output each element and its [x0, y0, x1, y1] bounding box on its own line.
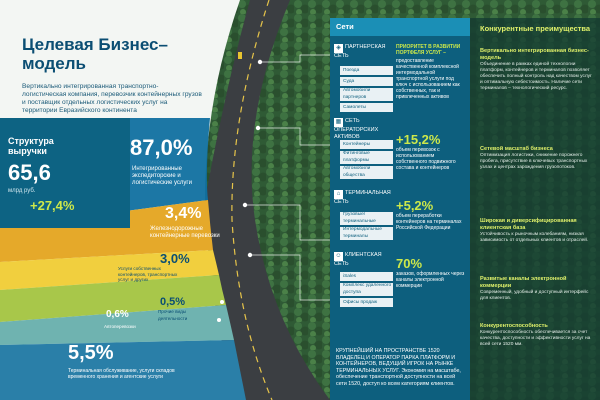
terminal-growth: +5,2%	[396, 198, 434, 213]
networks-column: Сети ◈ ПАРТНЕРСКАЯ СЕТЬ Поезда Суда Автом…	[330, 18, 470, 400]
advantage-item: Вертикально интегрированная бизнес-модел…	[480, 48, 592, 92]
revenue-value: 65,6	[8, 160, 51, 185]
partner-network-tag: ◈ ПАРТНЕРСКАЯ СЕТЬ	[334, 44, 386, 59]
revenue-structure-panel: Структура выручки 65,6 млрд руб. +27,4%	[0, 118, 130, 228]
advantage-title: Вертикально интегрированная бизнес-модел…	[480, 48, 589, 61]
terminal-growth-caption: объем переработки контейнеров на термина…	[396, 213, 462, 231]
partner-priority-text: предоставление качественной комплексной …	[396, 58, 460, 100]
network-item: Самолеты	[340, 103, 393, 112]
network-item: Суда	[340, 77, 393, 86]
advantage-title: Конкурентоспособность	[480, 323, 548, 329]
segment-pct: 87,0%	[130, 135, 193, 160]
advantage-text: Оптимизация логистики, снижение порожнег…	[480, 153, 588, 170]
segment-pct: 3,0%	[160, 251, 190, 266]
segment-caption: Автоперевозки	[104, 324, 136, 329]
terminal-icon: ⌂	[334, 190, 343, 199]
revenue-heading: Структура выручки	[8, 136, 54, 156]
segment-caption: Железнодорожные контейнерные перевозки	[150, 226, 220, 239]
client-share: 70%	[396, 256, 423, 271]
segment-pct: 0,6%	[106, 309, 129, 320]
page-subtitle: Вертикально интегрированная транспортно-…	[22, 83, 202, 114]
advantage-title: Сетевой масштаб бизнеса	[480, 146, 553, 152]
advantages-header: Конкурентные преимущества	[480, 24, 591, 33]
partner-priority-title: ПРИОРИТЕТ В РАЗВИТИИ ПОРТФЕЛЯ УСЛУГ –	[396, 44, 461, 56]
advantages-column: Конкурентные преимущества Вертикально ин…	[470, 18, 600, 400]
advantage-item: Сетевой масштаб бизнеса Оптимизация логи…	[480, 146, 592, 171]
network-item: Комплекс удаленного доступа	[340, 283, 393, 296]
segment-caption: Прочие виды деятельности	[158, 309, 188, 321]
segment-pct: 3,4%	[165, 205, 202, 222]
operator-network-tag: ▦ СЕТЬ ОПЕРАТОРСКИХ АКТИВОВ	[334, 118, 379, 140]
advantage-item: Развитые каналы электронной коммерции Со…	[480, 276, 592, 302]
user-icon: ☺	[334, 252, 343, 261]
advantage-item: Широкая и диверсифицированная клиентская…	[480, 218, 592, 244]
network-item: Грузовые/терминальные мощности	[340, 212, 393, 230]
network-item: Поезда	[340, 66, 393, 75]
network-item: Автомобили общества	[340, 166, 393, 179]
revenue-growth: +27,4%	[30, 198, 75, 213]
advantage-text: Конкурентоспособность обеспечивается за …	[480, 330, 591, 347]
advantage-text: Устойчивость к рыночным колебаниям, низк…	[480, 232, 589, 243]
page-title: Целевая Бизнес–модель	[22, 35, 168, 73]
client-share-caption: заказов, оформленных через каналы электр…	[396, 271, 465, 289]
network-item: Фитинговые платформы	[340, 151, 393, 164]
advantage-item: Конкурентоспособность Конкурентоспособно…	[480, 323, 592, 348]
network-item: Автомобили партнеров	[340, 88, 393, 101]
advantage-text: Объединение в рамках единой технологии п…	[480, 62, 592, 91]
segment-pct: 5,5%	[68, 342, 114, 364]
container-icon: ▦	[334, 118, 343, 127]
segment-caption: Терминальная обслуживание, услуги складо…	[68, 368, 175, 380]
networks-summary: КРУПНЕЙШИЙ НА ПРОСТРАНСТВЕ 1520 ВЛАДЕЛЕЦ…	[336, 348, 461, 387]
advantage-title: Развитые каналы электронной коммерции	[480, 276, 567, 289]
networks-header: Сети	[330, 18, 470, 36]
operator-growth-caption: объем перевозок с использованием собстве…	[396, 147, 456, 171]
network-icon: ◈	[334, 44, 343, 53]
segment-caption: Услуги собственных контейнеров, транспор…	[118, 266, 178, 282]
network-item: iSales	[340, 272, 393, 281]
network-item: Интермодальные терминалы	[340, 227, 393, 240]
network-item: Офисы продаж	[340, 298, 393, 307]
advantage-title: Широкая и диверсифицированная клиентская…	[480, 218, 577, 231]
network-item: Контейнеры	[340, 140, 393, 149]
segment-pct: 0,5%	[160, 296, 186, 308]
terminal-network-tag: ⌂ ТЕРМИНАЛЬНАЯ СЕТЬ	[334, 190, 391, 205]
segment-caption: Интегрированные экспедиторские и логисти…	[132, 166, 192, 186]
client-network-tag: ☺ КЛИЕНТСКАЯ СЕТЬ	[334, 252, 382, 267]
advantage-text: Современный, удобный и доступный интерфе…	[480, 290, 589, 301]
revenue-unit: млрд руб.	[8, 188, 36, 194]
operator-growth: +15,2%	[396, 132, 441, 147]
truck-icon	[238, 52, 242, 59]
